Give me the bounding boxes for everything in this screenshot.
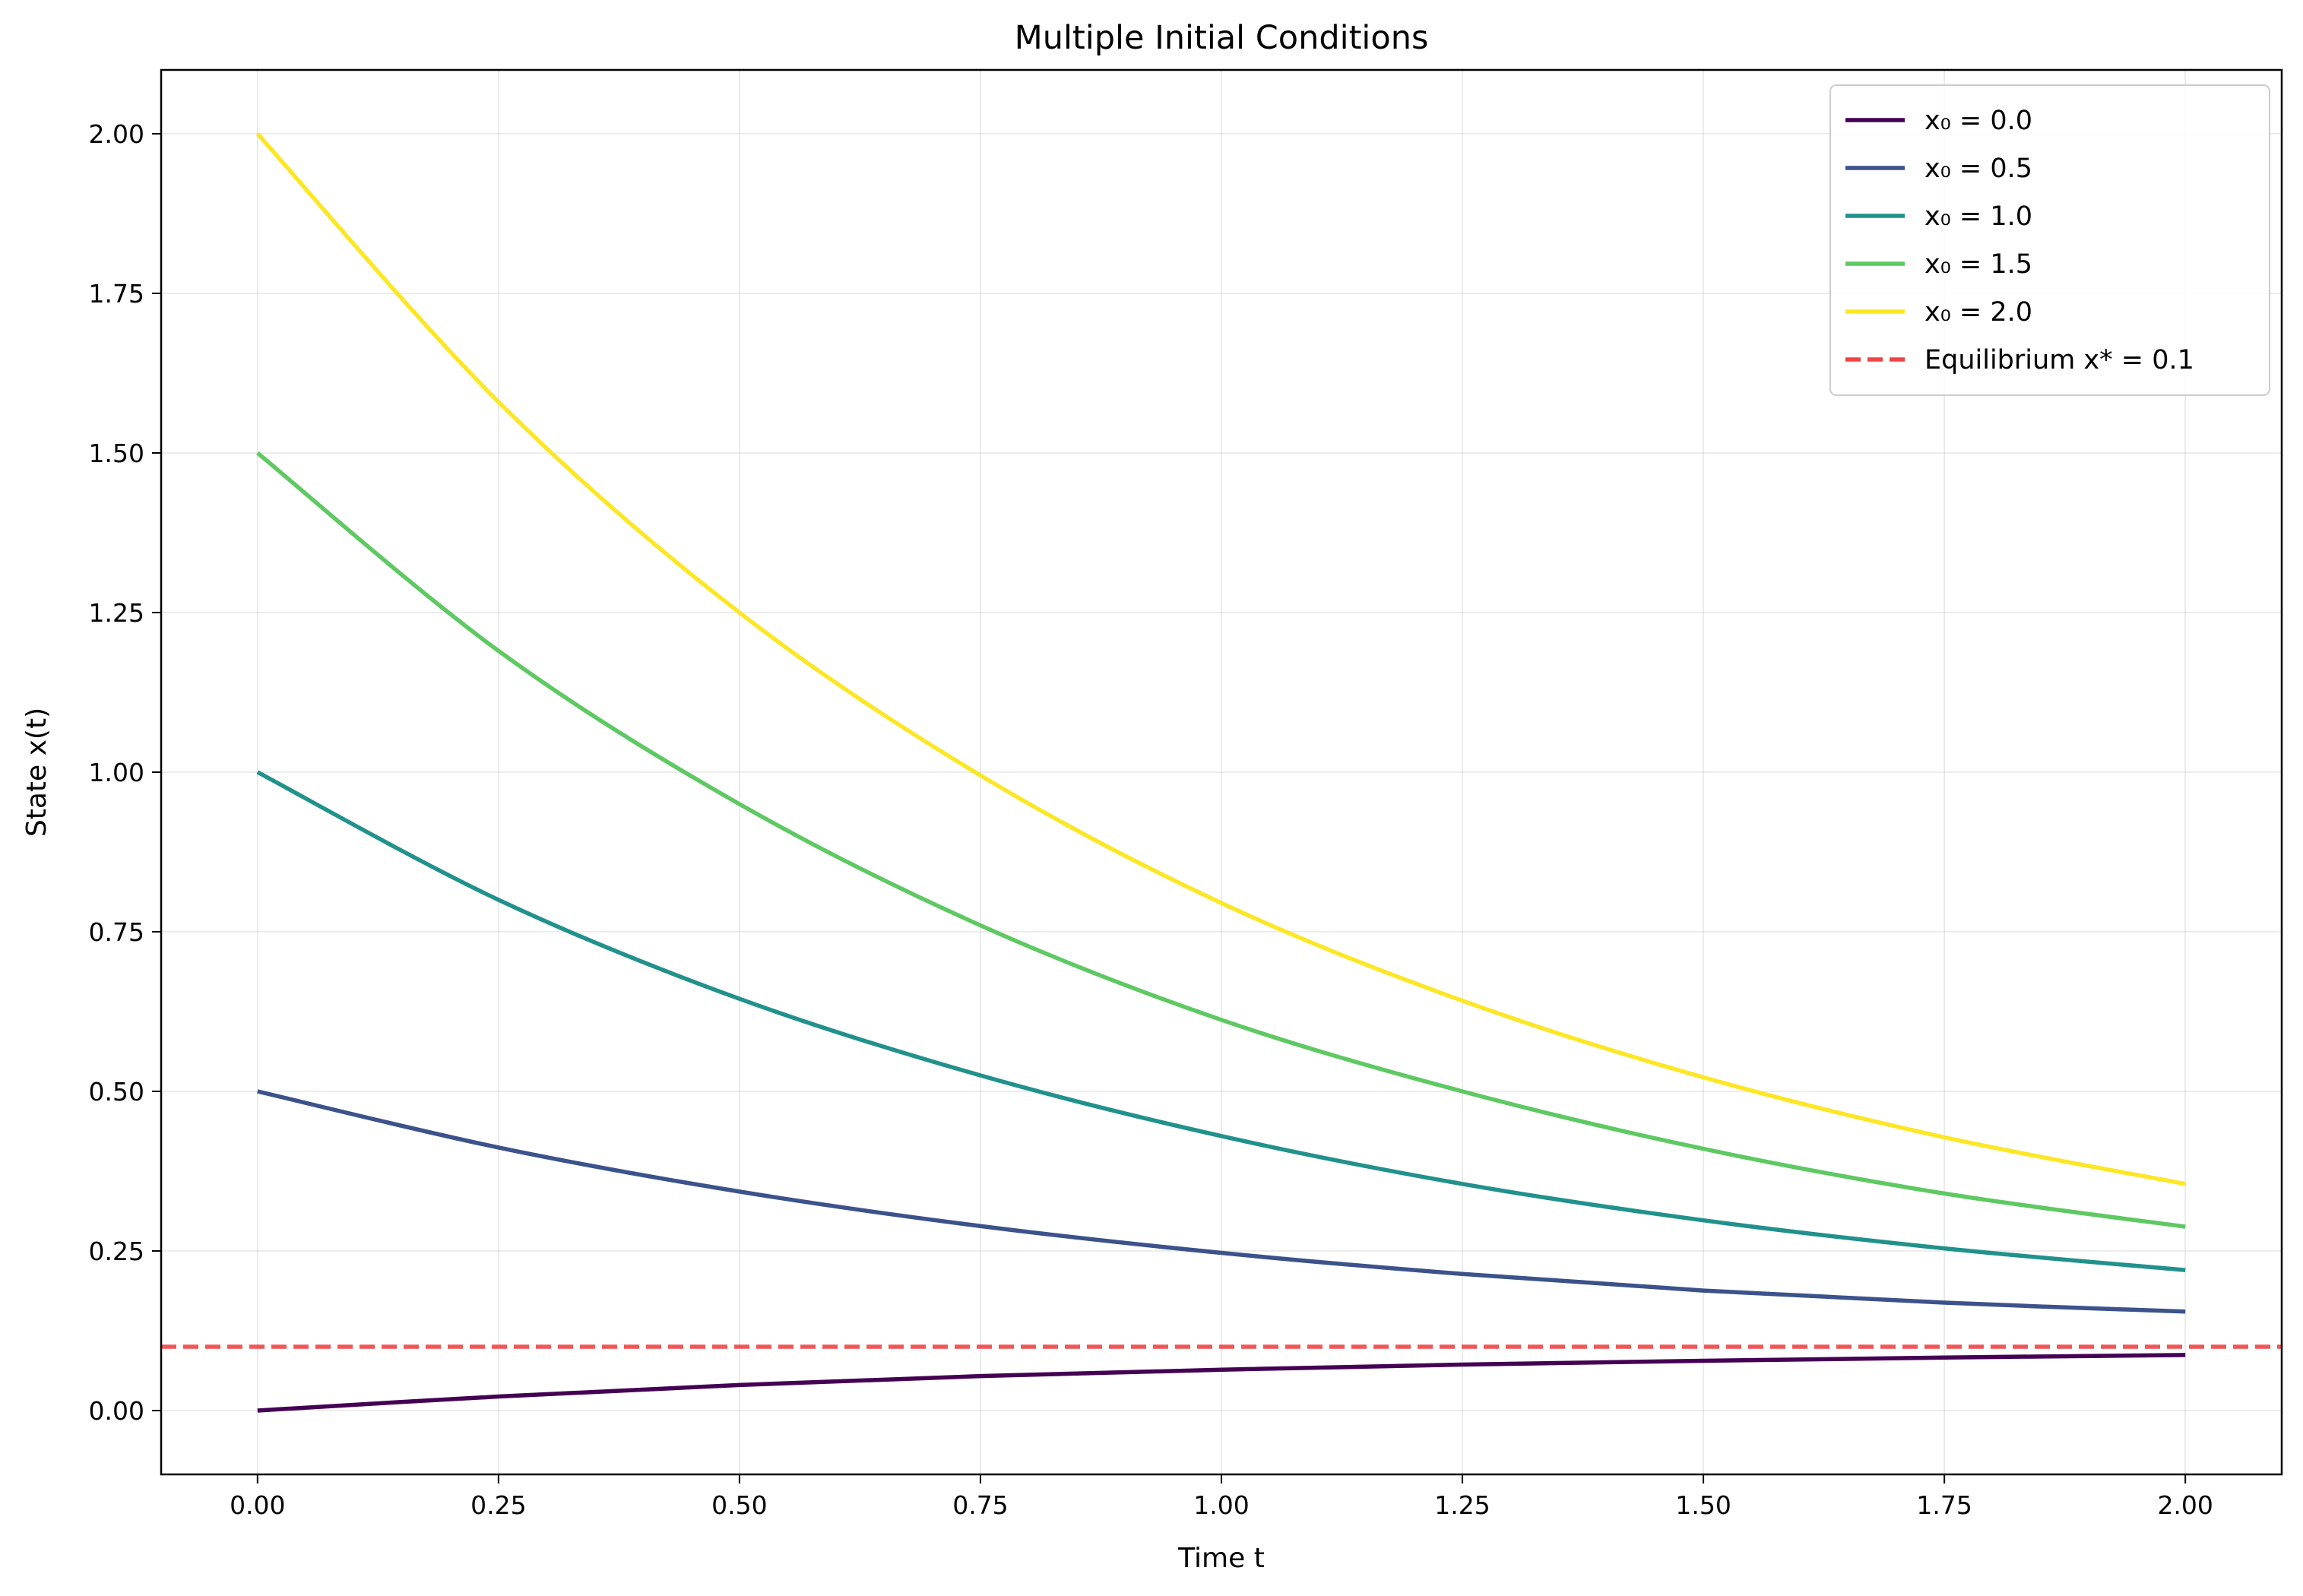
x-tick-label: 1.75 bbox=[1916, 1490, 1972, 1520]
chart-title: Multiple Initial Conditions bbox=[1015, 19, 1429, 57]
legend: x₀ = 0.0 x₀ = 0.5 x₀ = 1.0 x₀ = 1.5 x₀ = 2.0… bbox=[1829, 84, 2270, 396]
legend-label: x₀ = 2.0 bbox=[1924, 297, 2032, 328]
y-tick-label: 0.50 bbox=[89, 1077, 144, 1107]
x-tick-label: 1.00 bbox=[1193, 1490, 1249, 1520]
y-tick-label: 1.50 bbox=[89, 439, 144, 468]
legend-box bbox=[1829, 84, 2270, 396]
y-tick-label: 0.00 bbox=[89, 1396, 144, 1426]
x-tick-label: 0.75 bbox=[952, 1490, 1008, 1520]
y-tick-label: 1.75 bbox=[89, 279, 144, 309]
series-line bbox=[255, 132, 2186, 1186]
series-line bbox=[256, 770, 2186, 1272]
legend-label: x₀ = 0.5 bbox=[1924, 154, 2032, 184]
x-tick-label: 1.25 bbox=[1434, 1490, 1490, 1520]
x-axis-label: Time t bbox=[1177, 1543, 1265, 1574]
x-tick-label: 0.25 bbox=[470, 1490, 526, 1520]
y-tick-label: 0.75 bbox=[89, 917, 144, 947]
series-line bbox=[257, 1089, 2186, 1314]
y-axis-label: State x(t) bbox=[21, 708, 52, 837]
legend-label: x₀ = 0.0 bbox=[1924, 106, 2032, 136]
legend-label: x₀ = 1.5 bbox=[1924, 249, 2032, 280]
series-line bbox=[257, 1353, 2186, 1413]
x-tick-label: 1.50 bbox=[1675, 1490, 1731, 1520]
legend-label: x₀ = 1.0 bbox=[1924, 201, 2032, 232]
x-tick-label: 2.00 bbox=[2157, 1490, 2213, 1520]
y-tick-label: 1.25 bbox=[89, 598, 144, 628]
series-line bbox=[256, 451, 2186, 1229]
y-tick-label: 2.00 bbox=[89, 119, 144, 149]
x-tick-label: 0.00 bbox=[230, 1490, 285, 1520]
x-tick-label: 0.50 bbox=[711, 1490, 767, 1520]
axis-ticks: 0.00 0.25 0.50 0.75 1.00 1.25 1.50 1.75 2.00 0.00… bbox=[89, 119, 2213, 1520]
y-tick-label: 0.25 bbox=[89, 1237, 144, 1266]
legend-label: Equilibrium x* = 0.1 bbox=[1924, 345, 2194, 375]
plot-area bbox=[161, 132, 2282, 1413]
y-tick-label: 1.00 bbox=[89, 758, 144, 787]
